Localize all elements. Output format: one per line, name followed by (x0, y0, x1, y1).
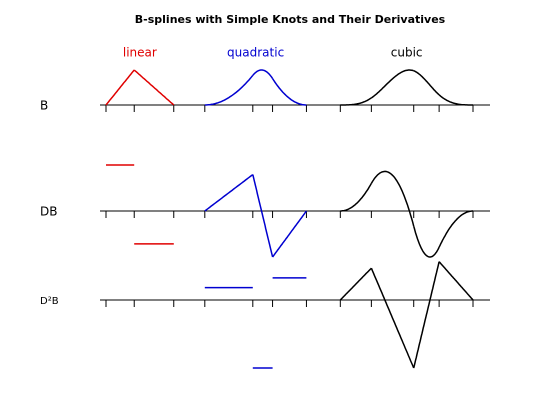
curve (105, 69, 135, 106)
curve (252, 174, 274, 258)
column-label: linear (123, 46, 157, 60)
curve (438, 210, 473, 248)
curve (370, 69, 414, 99)
curve (370, 170, 415, 227)
curve (252, 69, 274, 79)
row-label: B (40, 99, 48, 113)
column-label: quadratic (227, 46, 284, 60)
curve (271, 78, 307, 106)
curve (340, 97, 372, 106)
curve (204, 174, 254, 212)
curve (340, 183, 373, 212)
curve (438, 94, 473, 106)
title: B-splines with Simple Knots and Their De… (135, 13, 446, 26)
curve (412, 225, 440, 258)
curve (204, 74, 254, 106)
row-label: D²B (40, 296, 59, 307)
curve (271, 210, 308, 258)
curve (339, 267, 372, 301)
curve (413, 70, 440, 96)
curve (133, 69, 175, 106)
curve (412, 261, 440, 369)
column-label: cubic (391, 46, 423, 60)
row-label: DB (40, 205, 57, 219)
curve (370, 267, 415, 369)
curve (438, 261, 474, 301)
